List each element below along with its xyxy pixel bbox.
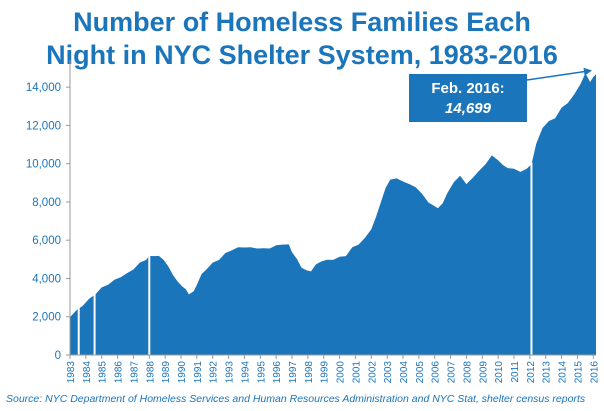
y-tick-label: 8,000: [32, 197, 61, 209]
x-tick-label: 2012: [526, 361, 537, 384]
y-tick-label: 4,000: [32, 273, 61, 285]
x-tick-label: 2014: [558, 361, 569, 384]
x-tick-label: 1991: [193, 361, 204, 384]
x-tick-label: 2003: [383, 361, 394, 384]
x-tick-label: 2016: [589, 361, 600, 384]
callout: Feb. 2016: 14,699: [409, 67, 592, 122]
x-tick-label: 2008: [462, 361, 473, 384]
x-tick-label: 2001: [351, 361, 362, 384]
x-tick-label: 1998: [304, 361, 315, 384]
x-tick-label: 1984: [82, 361, 93, 384]
y-tick-label: 6,000: [32, 235, 61, 247]
x-tick-label: 1996: [272, 361, 283, 384]
x-tick-label: 1990: [177, 361, 188, 384]
x-tick-label: 1999: [320, 361, 331, 384]
data-gap-lines: [77, 162, 533, 355]
chart-title-line-2: Night in NYC Shelter System, 1983-2016: [46, 40, 558, 70]
x-tick-label: 2004: [399, 361, 410, 384]
axes: [69, 60, 596, 356]
y-axis-ticks: 0 2,000 4,000 6,000 8,000 10,000 12,000 14,000: [26, 82, 70, 362]
x-tick-label: 2000: [336, 361, 347, 384]
callout-box: [409, 74, 527, 122]
chart-plot: 02,0004,0006,0008,00010,00012,00014,000 …: [26, 60, 600, 383]
x-tick-label: 1994: [240, 361, 251, 384]
callout-label: Feb. 2016:: [431, 80, 504, 97]
x-tick-label: 1993: [225, 361, 236, 384]
x-tick-label: 1985: [98, 361, 109, 384]
x-tick-label: 2007: [447, 361, 458, 384]
x-tick-label: 2013: [542, 361, 553, 384]
source-note: Source: NYC Department of Homeless Servi…: [6, 393, 586, 405]
chart-title: Number of Homeless Families Each Night i…: [0, 6, 604, 72]
x-tick-label: 1995: [256, 361, 267, 384]
callout-arrow: [526, 70, 591, 81]
chart-title-line-1: Number of Homeless Families Each: [73, 7, 531, 37]
callout-arrowhead: [583, 67, 592, 76]
x-tick-label: 2015: [573, 361, 584, 384]
y-tick-label: 12,000: [26, 120, 61, 132]
x-tick-label: 1983: [66, 361, 77, 384]
area-series: [70, 73, 596, 355]
x-tick-label: 1989: [161, 361, 172, 384]
x-tick-label: 1986: [114, 361, 125, 384]
x-tick-label: 2009: [478, 361, 489, 384]
x-tick-label: 1988: [145, 361, 156, 384]
y-tick-label: 0: [55, 350, 61, 362]
x-tick-label: 1992: [209, 361, 220, 384]
x-tick-label: 2005: [415, 361, 426, 384]
x-tick-label: 2002: [367, 361, 378, 384]
x-tick-label: 1987: [129, 361, 140, 384]
x-tick-label: 1997: [288, 361, 299, 384]
x-tick-label: 2011: [510, 361, 521, 383]
callout-value: 14,699: [445, 100, 492, 117]
y-tick-label: 2,000: [32, 312, 61, 324]
x-tick-label: 2010: [494, 361, 505, 384]
y-tick-label: 10,000: [26, 159, 61, 171]
x-tick-label: 2006: [431, 361, 442, 384]
y-tick-label: 14,000: [26, 82, 61, 94]
x-axis-ticks: 1983 1984 1985 1986 1987 1988 1989 1990 1991 1992…: [66, 355, 600, 383]
area-fill: [70, 73, 596, 355]
